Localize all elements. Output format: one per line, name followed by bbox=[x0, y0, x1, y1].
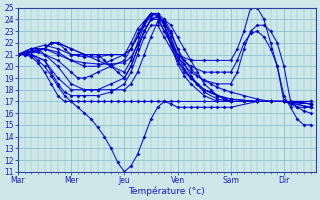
X-axis label: Température (°c): Température (°c) bbox=[129, 186, 205, 196]
